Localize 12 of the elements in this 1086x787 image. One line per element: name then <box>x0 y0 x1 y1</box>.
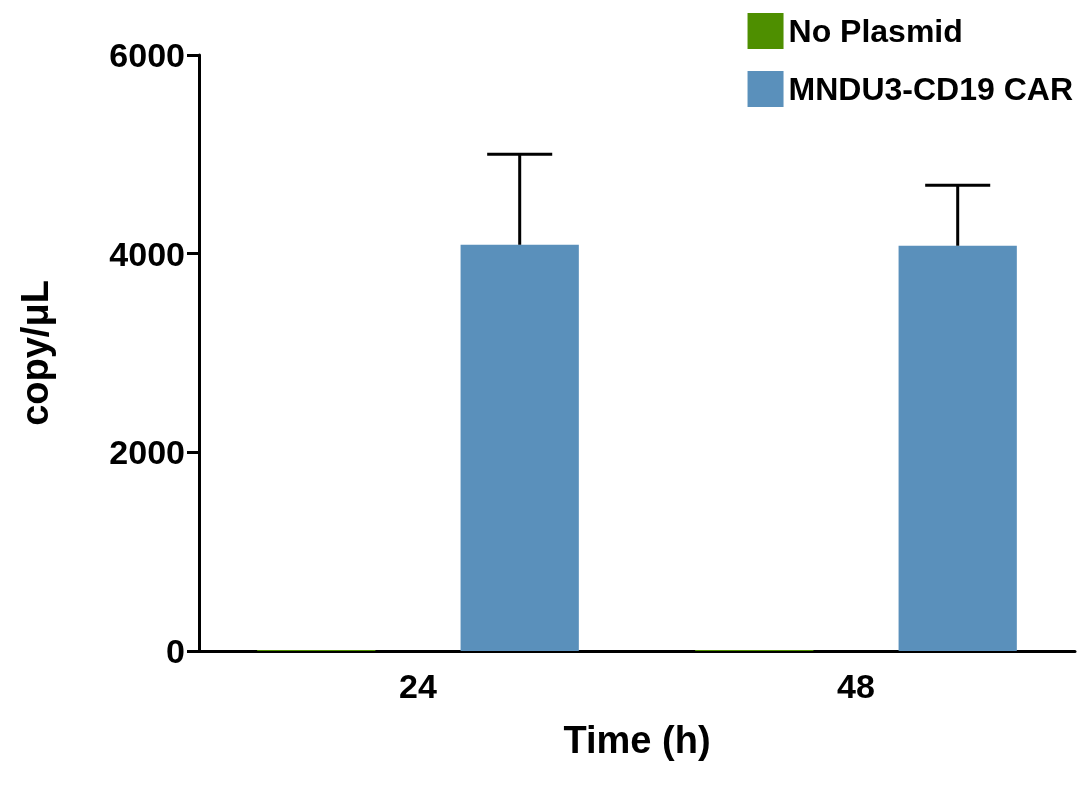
bar <box>460 244 579 651</box>
y-axis-title: copy/μL <box>14 280 56 426</box>
y-tick-label: 2000 <box>109 433 185 472</box>
legend-label: MNDU3-CD19 CAR <box>788 71 1073 107</box>
x-axis-title: Time (h) <box>563 719 711 761</box>
legend-label: No Plasmid <box>788 13 963 49</box>
y-tick-label: 4000 <box>109 234 185 273</box>
y-tick-label: 6000 <box>109 36 185 74</box>
bar <box>898 245 1017 651</box>
x-tick-label: 48 <box>837 667 875 705</box>
x-tick-label: 24 <box>399 667 437 705</box>
y-tick-label: 0 <box>166 632 185 670</box>
